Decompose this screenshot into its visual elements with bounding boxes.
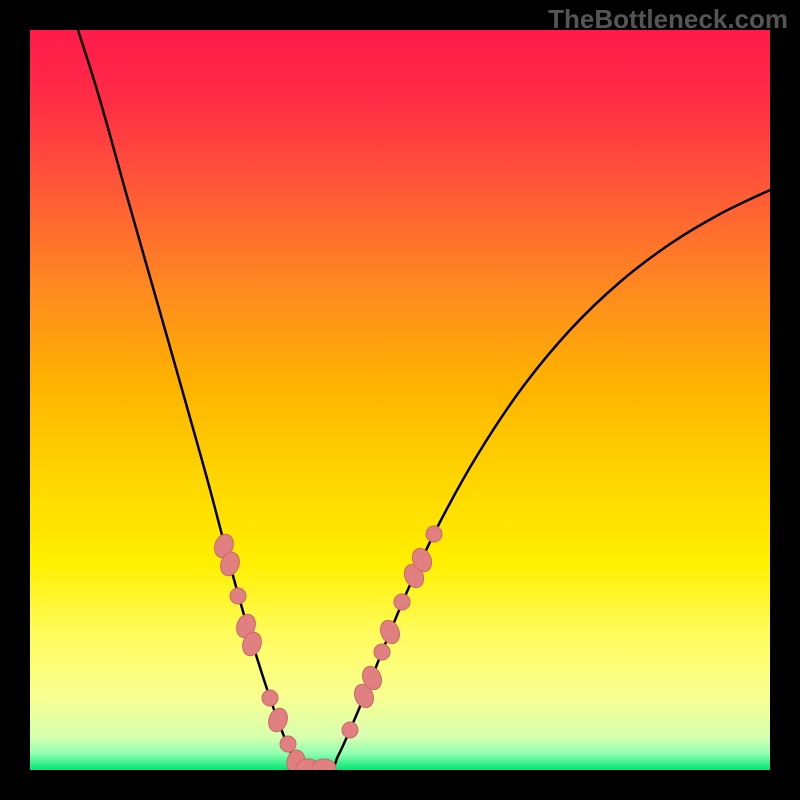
v-curve-path [78, 30, 770, 769]
plot-area [30, 30, 770, 770]
data-marker [394, 594, 410, 610]
bottleneck-curve [30, 30, 770, 770]
data-marker [230, 588, 246, 604]
data-marker [374, 644, 390, 660]
markers-group [211, 526, 442, 770]
data-marker [342, 722, 358, 738]
data-marker [377, 618, 403, 647]
data-marker [280, 736, 296, 752]
data-marker [262, 690, 278, 706]
data-marker [426, 526, 442, 542]
watermark-text: TheBottleneck.com [548, 4, 788, 35]
data-marker [265, 706, 290, 735]
